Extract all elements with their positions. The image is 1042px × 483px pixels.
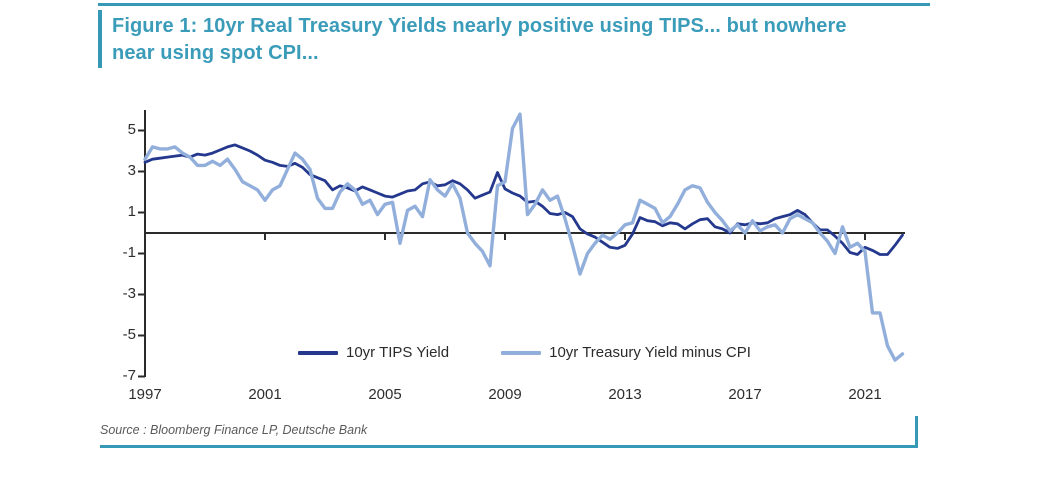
chart-legend: 10yr TIPS Yield 10yr Treasury Yield minu… — [298, 344, 751, 361]
figure-bottom-border — [100, 445, 918, 448]
tips-yield-line — [143, 143, 904, 256]
figure-title-line-1: Figure 1: 10yr Real Treasury Yields near… — [112, 15, 847, 37]
y-tick-label: -7 — [122, 366, 136, 384]
y-tick-label: -5 — [122, 325, 136, 343]
x-tick-label: 2001 — [248, 386, 282, 403]
title-accent-bar — [98, 10, 102, 68]
figure-title: Figure 1: 10yr Real Treasury Yields near… — [112, 13, 922, 67]
y-tick-label: 3 — [127, 161, 136, 179]
treasury-minus-cpi-line — [143, 112, 905, 362]
legend-item-cpi: 10yr Treasury Yield minus CPI — [501, 344, 751, 361]
legend-item-tips: 10yr TIPS Yield — [298, 344, 449, 361]
x-tick-label: 1997 — [128, 386, 162, 403]
y-tick-label: 1 — [127, 202, 136, 220]
source-note: Source : Bloomberg Finance LP, Deutsche … — [100, 423, 368, 437]
figure-top-border — [98, 3, 930, 6]
x-tick-label: 2017 — [728, 386, 762, 403]
y-tick-label: 5 — [127, 120, 136, 138]
x-tick-label: 2013 — [608, 386, 642, 403]
legend-label-tips: 10yr TIPS Yield — [346, 344, 450, 361]
y-tick-label: -1 — [122, 243, 136, 261]
figure-right-bracket — [915, 416, 918, 448]
tips-line-swatch-icon — [298, 350, 338, 355]
x-tick-label: 2021 — [848, 386, 882, 403]
y-tick-label: -3 — [122, 284, 136, 302]
cpi-line-swatch-icon — [501, 350, 542, 355]
x-tick-label: 2009 — [488, 386, 522, 403]
x-tick-label: 2005 — [368, 386, 402, 403]
legend-label-cpi: 10yr Treasury Yield minus CPI — [549, 344, 751, 361]
figure-title-line-2: near using spot CPI... — [112, 42, 319, 64]
